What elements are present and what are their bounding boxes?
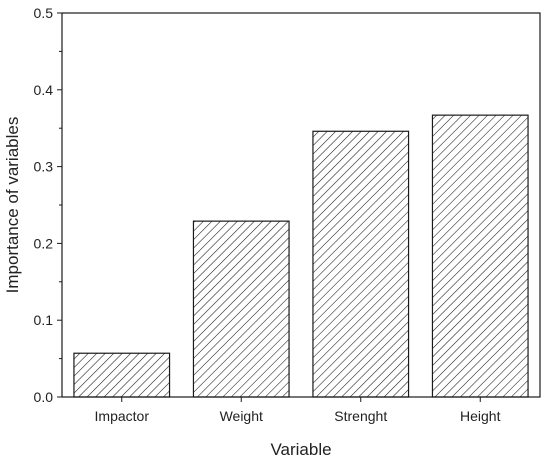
bars-layer bbox=[73, 114, 529, 398]
y-ticks: 0.0 0.1 0.2 0.3 0.4 0.5 bbox=[34, 5, 62, 405]
x-tick-label: Impactor bbox=[95, 408, 150, 424]
bar-height bbox=[431, 114, 529, 398]
x-tick-label: Weight bbox=[220, 408, 263, 424]
y-tick-label: 0.1 bbox=[34, 312, 54, 328]
y-tick-label: 0.0 bbox=[34, 389, 54, 405]
x-tick-label: Height bbox=[460, 408, 501, 424]
x-ticks: Impactor Weight Strenght Height bbox=[95, 397, 501, 424]
y-axis-label: Importance of variables bbox=[3, 117, 22, 294]
x-tick-label: Strenght bbox=[334, 408, 387, 424]
y-tick-label: 0.4 bbox=[34, 82, 54, 98]
bar-strenght bbox=[312, 130, 410, 398]
bar-impactor bbox=[73, 352, 171, 398]
x-axis-label: Variable bbox=[270, 440, 331, 459]
y-tick-label: 0.3 bbox=[34, 159, 54, 175]
y-tick-label: 0.5 bbox=[34, 5, 54, 21]
bar-weight bbox=[192, 220, 290, 398]
y-tick-label: 0.2 bbox=[34, 235, 54, 251]
plot-frame bbox=[61, 12, 541, 398]
